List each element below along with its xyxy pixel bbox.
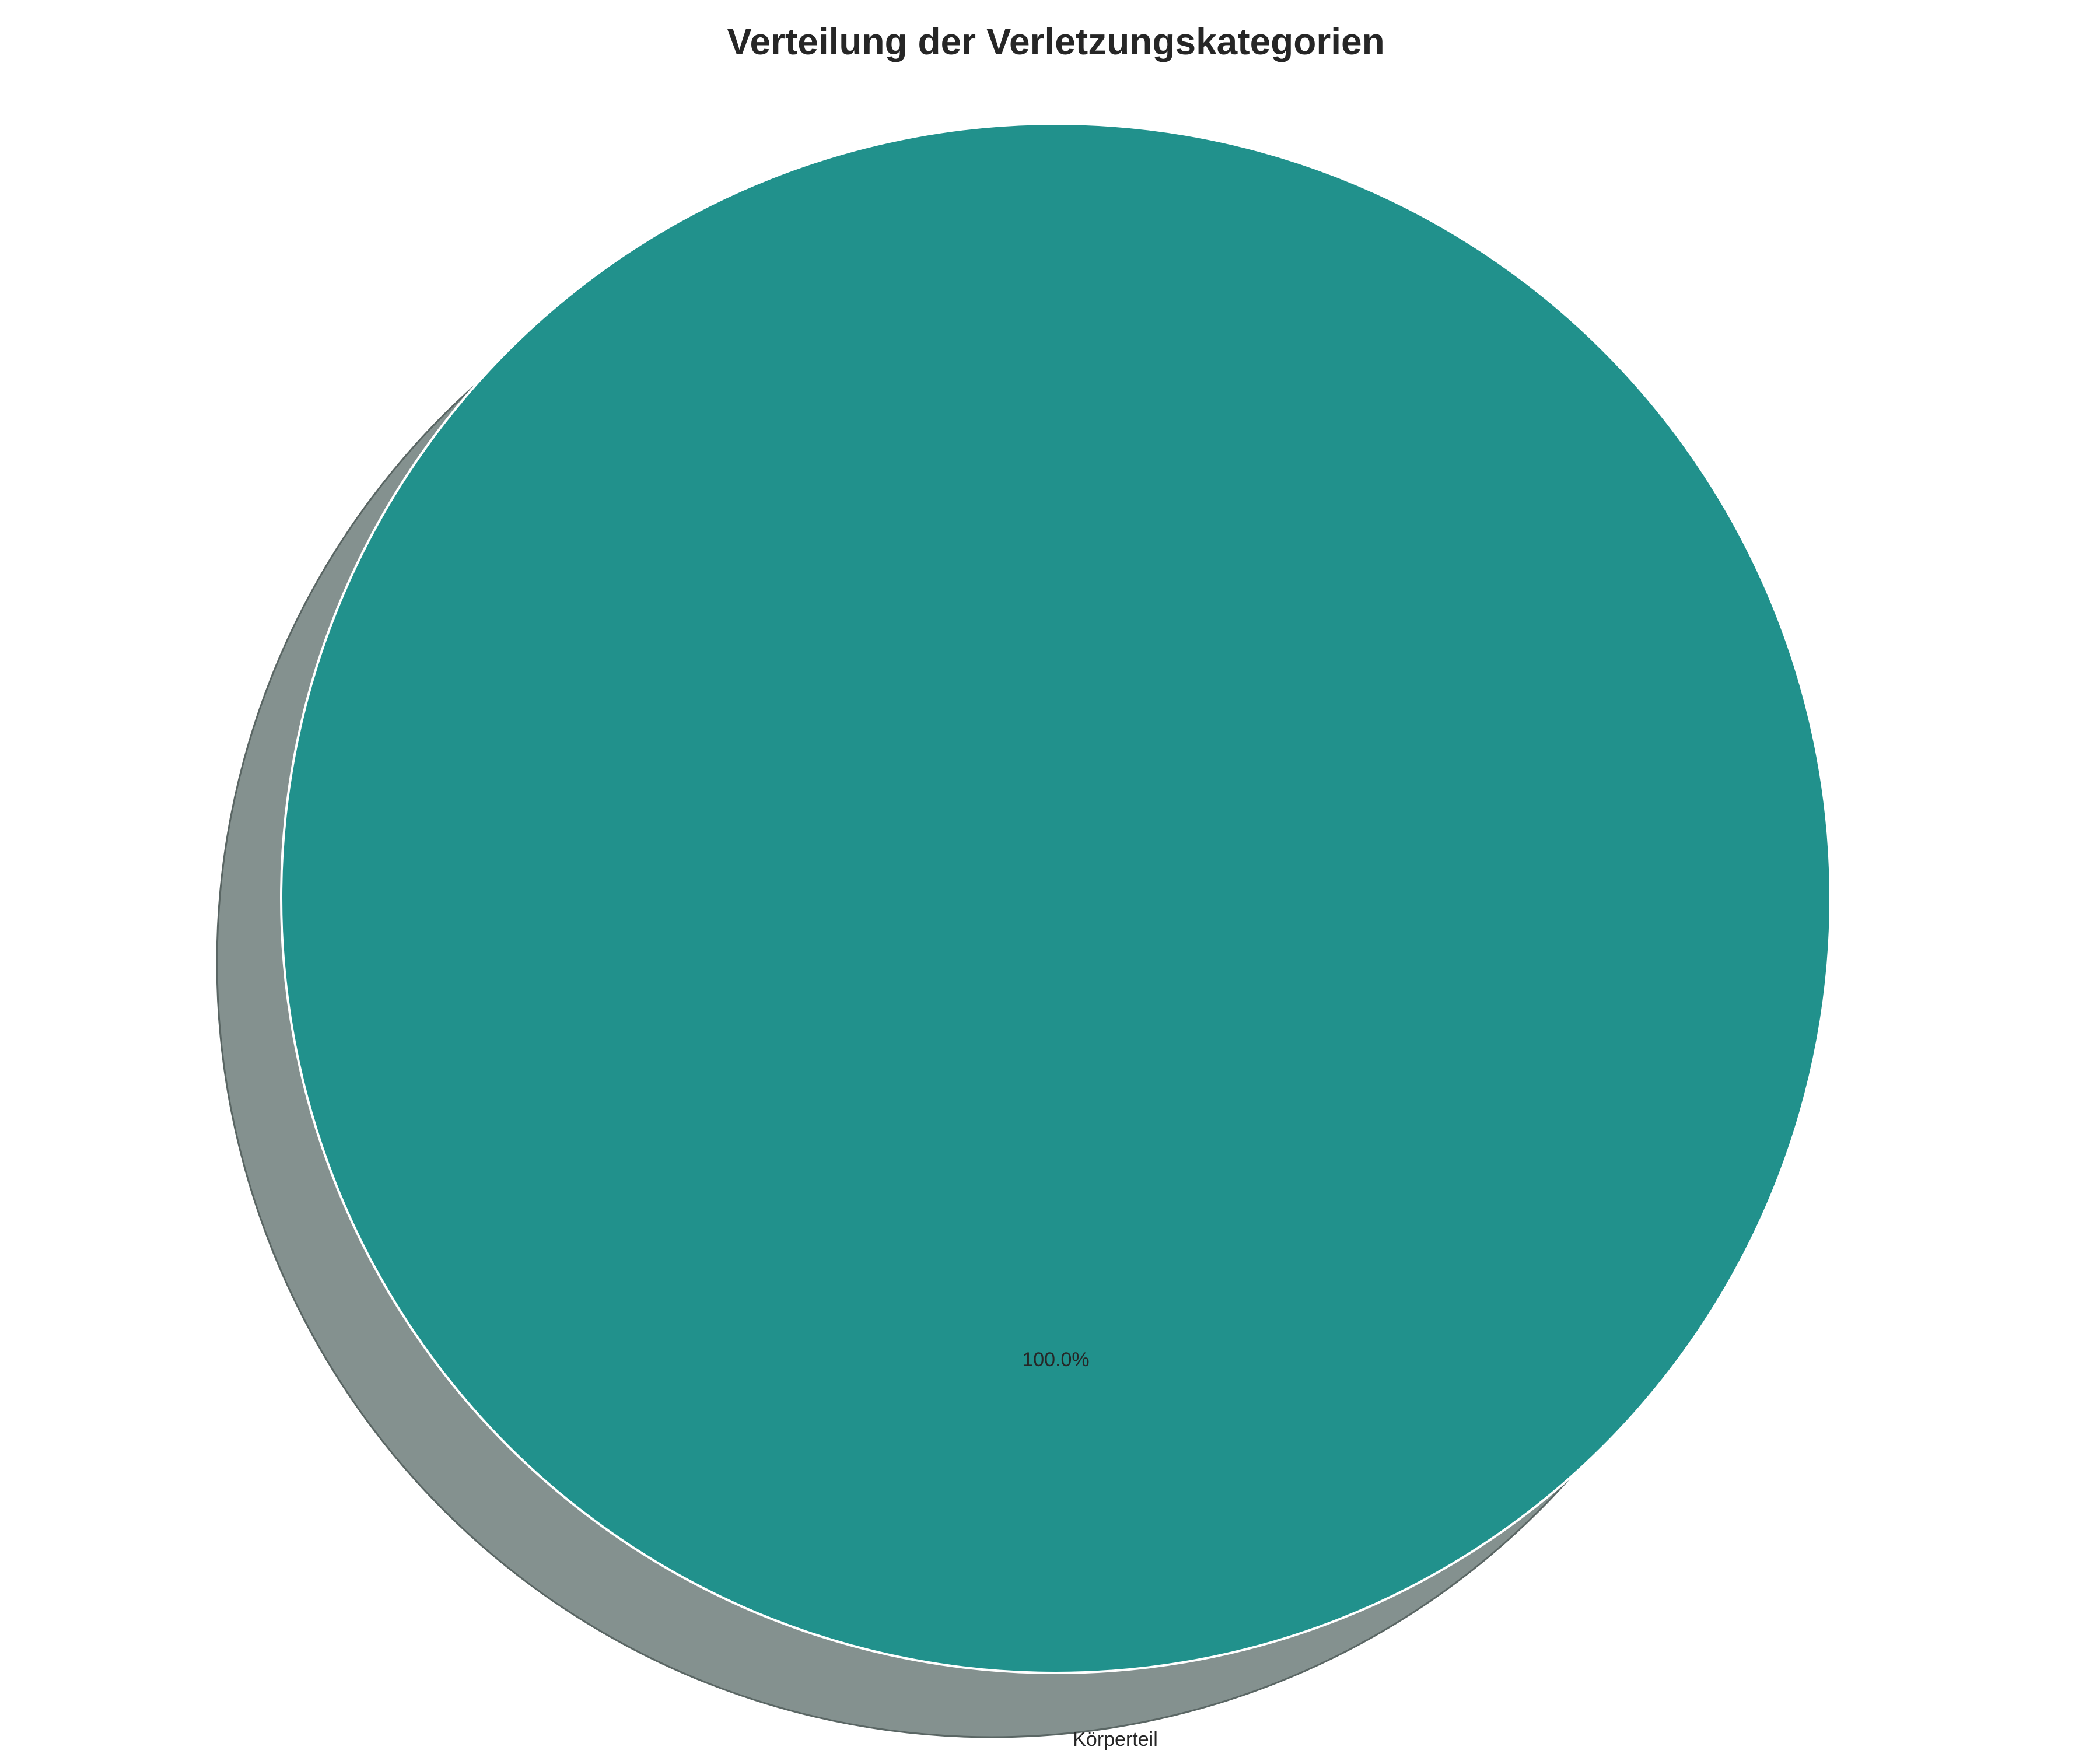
chart-title: Verteilung der Verletzungskategorien <box>727 20 1384 62</box>
pie-slices-group <box>280 123 1832 1674</box>
slice-category-label: Körperteil <box>1073 1728 1158 1750</box>
slice-percent-label: 100.0% <box>1022 1349 1089 1371</box>
pie-slice <box>280 123 1832 1674</box>
